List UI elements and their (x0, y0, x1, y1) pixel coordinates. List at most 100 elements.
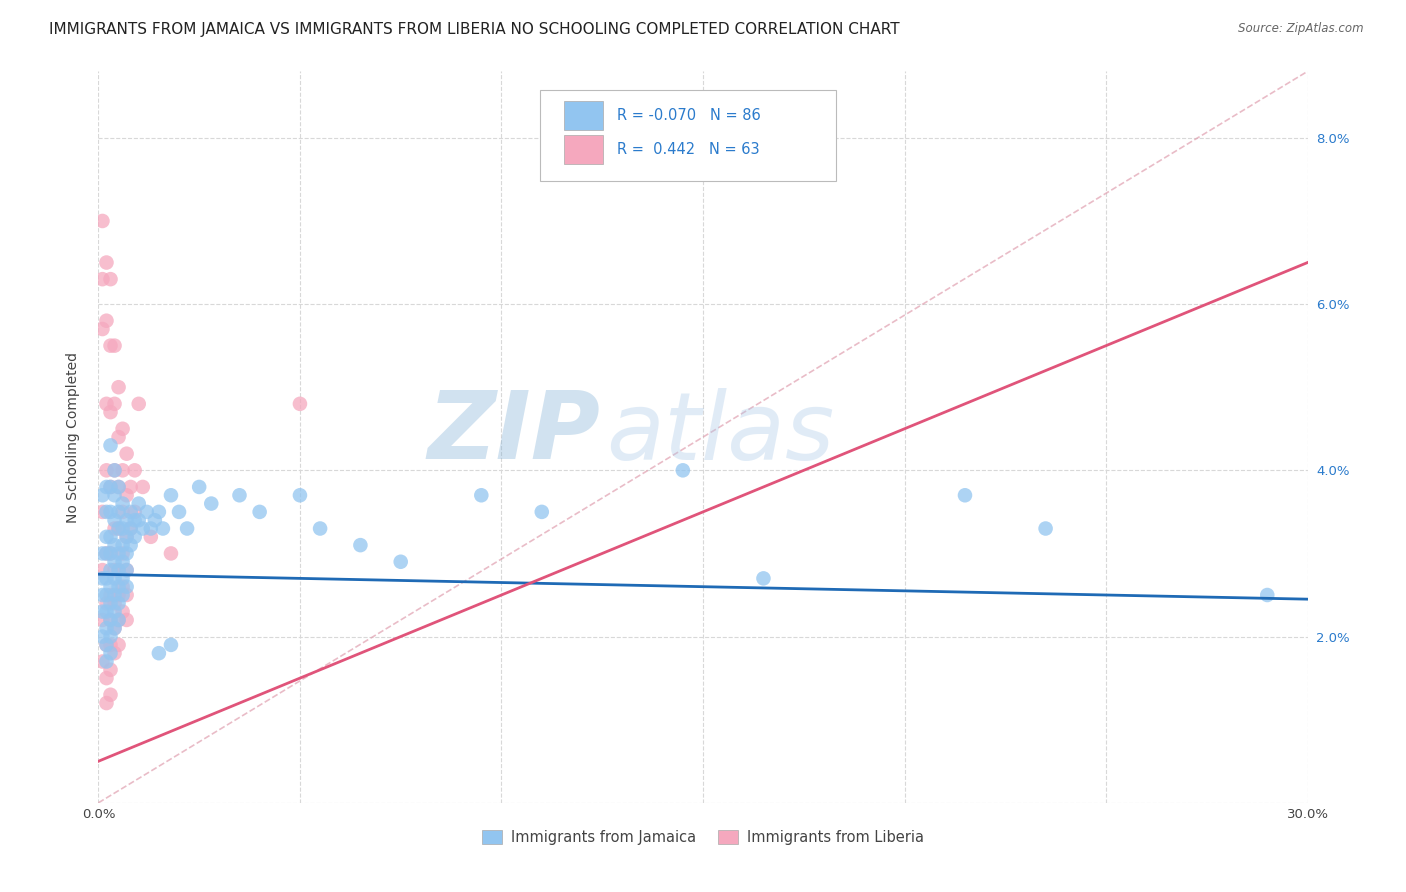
Point (103, 488, 125, 502)
Point (115, 546, 138, 560)
Point (103, 521, 125, 535)
Text: R =  0.442   N = 63: R = 0.442 N = 63 (617, 142, 759, 157)
Point (100, 638, 122, 652)
Point (160, 638, 183, 652)
Point (91, 605, 114, 619)
Point (167, 505, 190, 519)
Point (91, 571, 114, 585)
Point (96, 571, 118, 585)
Point (124, 505, 146, 519)
Point (120, 521, 142, 535)
Point (115, 563, 138, 577)
Point (100, 663, 122, 677)
Point (100, 646, 122, 660)
Point (107, 480, 129, 494)
Point (103, 588, 125, 602)
FancyBboxPatch shape (564, 135, 603, 164)
Point (100, 480, 122, 494)
Point (91, 588, 114, 602)
Text: Source: ZipAtlas.com: Source: ZipAtlas.com (1239, 22, 1364, 36)
Point (100, 505, 122, 519)
Point (349, 538, 371, 552)
Point (160, 488, 183, 502)
Point (139, 521, 162, 535)
Point (96, 546, 118, 560)
Point (96, 505, 118, 519)
Point (470, 488, 492, 502)
Legend: Immigrants from Jamaica, Immigrants from Liberia: Immigrants from Jamaica, Immigrants from… (477, 823, 929, 850)
Point (530, 505, 553, 519)
Point (103, 555, 125, 569)
Point (100, 596, 122, 610)
Point (107, 521, 129, 535)
Point (111, 588, 134, 602)
Point (288, 397, 311, 411)
Point (111, 463, 134, 477)
Point (96, 638, 118, 652)
Point (100, 613, 122, 627)
Point (111, 546, 134, 560)
Point (100, 580, 122, 594)
Point (120, 505, 142, 519)
Point (120, 538, 142, 552)
Point (91, 655, 114, 669)
Point (96, 655, 118, 669)
Point (100, 630, 122, 644)
Point (96, 314, 118, 328)
Point (115, 613, 138, 627)
Point (96, 530, 118, 544)
Point (103, 513, 125, 527)
Point (100, 405, 122, 419)
Point (152, 521, 174, 535)
Point (91, 322, 114, 336)
Point (115, 530, 138, 544)
Point (96, 621, 118, 635)
Point (288, 488, 311, 502)
Text: IMMIGRANTS FROM JAMAICA VS IMMIGRANTS FROM LIBERIA NO SCHOOLING COMPLETED CORREL: IMMIGRANTS FROM JAMAICA VS IMMIGRANTS FR… (49, 22, 900, 37)
Point (752, 571, 775, 585)
Point (103, 571, 125, 585)
Point (111, 555, 134, 569)
Point (115, 588, 138, 602)
Point (107, 480, 129, 494)
Point (107, 380, 129, 394)
Text: R = -0.070   N = 86: R = -0.070 N = 86 (617, 108, 761, 123)
Point (200, 497, 222, 511)
Point (100, 272, 122, 286)
Point (115, 563, 138, 577)
Point (96, 671, 118, 685)
Point (111, 505, 134, 519)
Point (148, 505, 170, 519)
Point (103, 605, 125, 619)
Point (100, 688, 122, 702)
Point (96, 605, 118, 619)
Point (128, 513, 150, 527)
Point (103, 463, 125, 477)
Point (91, 630, 114, 644)
Point (100, 530, 122, 544)
Point (124, 463, 146, 477)
Text: atlas: atlas (606, 388, 835, 479)
Point (100, 438, 122, 452)
Point (249, 505, 271, 519)
Point (135, 505, 157, 519)
Y-axis label: No Schooling Completed: No Schooling Completed (66, 351, 80, 523)
Point (107, 613, 129, 627)
Point (107, 596, 129, 610)
Point (107, 505, 129, 519)
Point (107, 430, 129, 444)
FancyBboxPatch shape (540, 90, 837, 181)
Point (103, 646, 125, 660)
Point (96, 696, 118, 710)
Point (124, 513, 146, 527)
Point (103, 596, 125, 610)
Point (100, 613, 122, 627)
Point (96, 463, 118, 477)
Point (91, 272, 114, 286)
Point (111, 580, 134, 594)
Point (96, 480, 118, 494)
Point (120, 521, 142, 535)
Point (96, 397, 118, 411)
Point (107, 638, 129, 652)
Point (103, 338, 125, 352)
